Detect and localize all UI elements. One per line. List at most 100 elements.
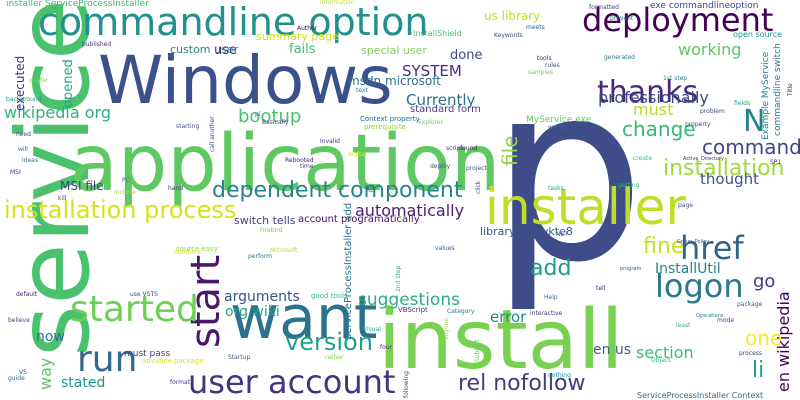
- cloud-word: Title: [787, 83, 794, 96]
- cloud-word: change: [622, 117, 696, 141]
- cloud-word: InstallUtil: [655, 261, 721, 277]
- cloud-word: dependent component: [212, 178, 463, 203]
- cloud-word: professionally: [598, 88, 709, 107]
- cloud-word: use: [214, 43, 238, 58]
- cloud-word: Explorer: [418, 119, 443, 126]
- cloud-word: commandline option: [38, 0, 429, 44]
- cloud-word: exe commandlineoption: [650, 1, 759, 11]
- cloud-word: PC: [122, 177, 130, 184]
- cloud-word: anyone: [443, 317, 450, 340]
- cloud-word: samples: [528, 69, 553, 76]
- cloud-word: tasks: [548, 185, 564, 192]
- cloud-word: interactive: [530, 310, 563, 317]
- cloud-word: tools: [537, 55, 552, 62]
- cloud-word: started: [70, 289, 199, 330]
- cloud-word: Category: [447, 308, 475, 315]
- cloud-word: arguments: [224, 289, 300, 305]
- cloud-word: prefer: [30, 77, 49, 84]
- cloud-word: standard form: [410, 104, 481, 115]
- cloud-word: VS: [19, 369, 27, 376]
- cloud-word: page: [678, 202, 693, 209]
- cloud-word: Context property: [360, 115, 420, 123]
- cloud-word: Operations: [696, 313, 724, 319]
- cloud-word: en us: [593, 342, 632, 358]
- cloud-word: ideas: [22, 157, 38, 164]
- cloud-word: Author: [297, 25, 318, 32]
- cloud-word: SP1: [770, 159, 782, 166]
- cloud-word: MSI: [10, 169, 21, 176]
- cloud-word: must pass: [124, 349, 171, 359]
- cloud-word: Active_Directory: [683, 156, 725, 162]
- cloud-word: suggestions: [358, 290, 460, 310]
- cloud-word: opened: [61, 59, 76, 108]
- cloud-word: text: [356, 87, 368, 94]
- cloud-word: us library: [484, 9, 541, 23]
- cloud-word: guide: [8, 375, 25, 382]
- cloud-word: deployment: [582, 1, 774, 39]
- cloud-word: user account: [188, 363, 396, 400]
- cloud-word: include: [114, 189, 136, 196]
- cloud-word: installation: [663, 156, 785, 181]
- cloud-word: format: [170, 379, 191, 386]
- cloud-word: msdn microsoft: [348, 74, 441, 88]
- cloud-word: Group_Policy: [677, 239, 710, 245]
- cloud-word: perform: [248, 253, 272, 260]
- cloud-word: 2nd step: [395, 265, 402, 292]
- cloud-word: command: [702, 135, 800, 159]
- cloud-word: fails: [289, 42, 316, 57]
- cloud-word: working: [678, 40, 742, 59]
- cloud-word: ServiceProcessInstaller Context: [637, 391, 764, 400]
- cloud-word: Help: [544, 294, 558, 301]
- cloud-word: program: [620, 266, 642, 272]
- cloud-word: thought: [700, 170, 759, 188]
- cloud-word: open source: [733, 30, 783, 39]
- cloud-word: pl: [255, 111, 261, 118]
- cloud-word: commandline switch: [773, 43, 783, 136]
- cloud-word: stated: [61, 375, 106, 391]
- cloud-word: kill: [58, 195, 67, 202]
- cloud-word: 1st step: [663, 75, 688, 82]
- cloud-word: Firebird: [260, 227, 283, 234]
- cloud-word: fields: [734, 100, 751, 107]
- cloud-word: deploy: [430, 163, 451, 170]
- cloud-word: wrong: [548, 124, 567, 131]
- cloud-word: org wiki: [225, 304, 280, 320]
- cloud-word: project: [466, 165, 487, 172]
- cloud-word: least: [676, 322, 691, 329]
- cloud-word: Keywords: [494, 32, 523, 39]
- cloud-word: Object: [651, 357, 671, 364]
- cloud-word: Windows: [98, 42, 393, 119]
- cloud-word: following: [403, 371, 410, 398]
- cloud-word: getting: [618, 182, 640, 189]
- cloud-word: SYSTEM: [402, 62, 462, 80]
- cloud-word: prevent: [610, 15, 634, 22]
- cloud-word: starting: [176, 123, 200, 130]
- cloud-word: done: [450, 48, 483, 63]
- cloud-word: create: [633, 155, 653, 162]
- cloud-word: click: [475, 180, 482, 194]
- cloud-word: problem: [700, 108, 725, 115]
- cloud-word: custom user: [170, 43, 238, 56]
- cloud-word: script: [446, 145, 463, 152]
- cloud-word: published: [82, 41, 112, 48]
- cloud-word: Invalid: [320, 138, 340, 145]
- cloud-word: rel nofollow: [458, 371, 586, 396]
- cloud-word: InstallShield: [413, 29, 462, 38]
- cloud-word: special user: [361, 44, 427, 57]
- cloud-word: li: [752, 358, 765, 383]
- cloud-word: installer ServiceProcessInstaller: [6, 0, 149, 9]
- cloud-word: information: [320, 0, 355, 6]
- cloud-word: add: [530, 256, 572, 281]
- cloud-word: Example MyService: [761, 51, 771, 140]
- cloud-word: use VSTS: [130, 291, 158, 298]
- cloud-word: background: [6, 96, 42, 103]
- cloud-word: file: [498, 135, 522, 166]
- cloud-word: one: [745, 326, 783, 350]
- cloud-word: N: [743, 104, 766, 139]
- cloud-word: error: [490, 308, 527, 326]
- cloud-word: way: [36, 357, 55, 390]
- cloud-word: thanks: [597, 75, 699, 110]
- cloud-word: switch tells: [234, 214, 296, 227]
- cloud-word: Subject: [474, 339, 481, 362]
